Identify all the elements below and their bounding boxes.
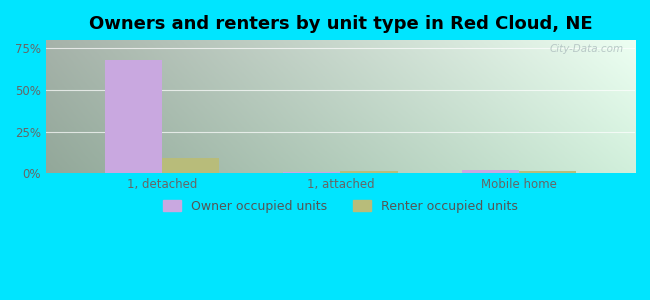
Bar	[162, 158, 219, 173]
Title: Owners and renters by unit type in Red Cloud, NE: Owners and renters by unit type in Red C…	[88, 15, 592, 33]
Text: City-Data.com: City-Data.com	[549, 44, 623, 54]
Bar	[519, 172, 576, 173]
Bar	[283, 172, 341, 173]
Bar	[462, 170, 519, 173]
Legend: Owner occupied units, Renter occupied units: Owner occupied units, Renter occupied un…	[158, 195, 523, 218]
Bar	[105, 60, 162, 173]
Bar	[341, 171, 398, 173]
